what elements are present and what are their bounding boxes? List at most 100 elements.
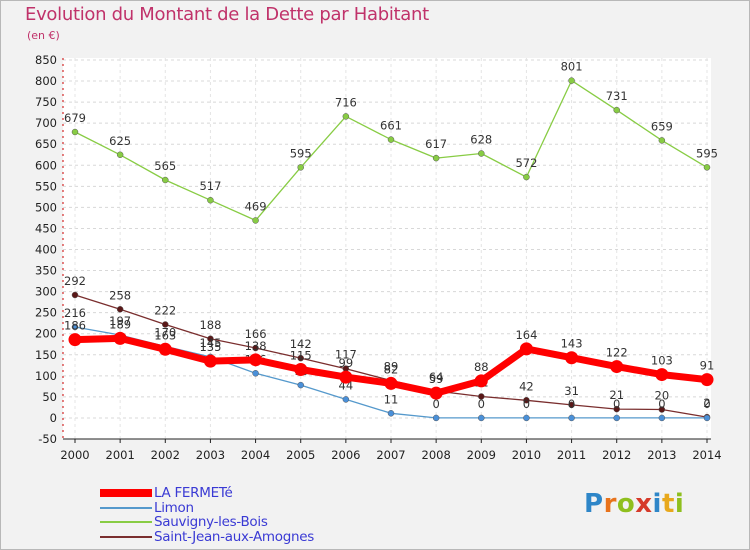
data-point: [703, 164, 711, 171]
data-point: [207, 196, 214, 204]
y-tick-label: 150: [35, 348, 57, 362]
data-point: [342, 396, 350, 403]
data-point: [68, 333, 82, 347]
data-point: [384, 376, 398, 390]
x-tick-label: 2009: [467, 448, 496, 462]
y-tick-label: 400: [35, 243, 57, 257]
data-label: 164: [515, 328, 537, 342]
legend-swatch: [100, 489, 152, 497]
data-point: [478, 414, 485, 422]
y-tick-label: 650: [35, 137, 57, 151]
data-point: [613, 414, 620, 422]
y-tick-label: 0: [50, 411, 57, 425]
y-tick-label: 550: [35, 179, 57, 193]
legend-label: Saint-Jean-aux-Amognes: [154, 528, 314, 545]
data-label: 20: [655, 389, 670, 403]
data-label: 138: [245, 339, 267, 353]
data-point: [429, 386, 443, 400]
data-label: 216: [64, 306, 86, 320]
data-point: [565, 351, 579, 365]
x-tick-label: 2004: [241, 448, 270, 462]
data-point: [297, 354, 304, 362]
data-label: 82: [384, 362, 399, 376]
logo-letter: t: [661, 489, 675, 519]
data-label: 197: [109, 314, 131, 328]
logo-letter: o: [616, 489, 636, 519]
y-tick-label: 750: [35, 95, 57, 109]
data-label: 163: [154, 328, 176, 342]
data-point: [71, 323, 79, 331]
logo-letter: x: [635, 489, 653, 519]
data-point: [432, 414, 440, 422]
logo-letter: r: [603, 489, 617, 519]
data-point: [568, 414, 575, 422]
data-label: 59: [429, 372, 444, 386]
data-label: 188: [199, 318, 221, 332]
data-label: 222: [154, 303, 176, 317]
data-point: [116, 306, 124, 313]
data-label: 42: [519, 379, 534, 393]
data-label: 21: [609, 388, 624, 402]
data-label: 292: [64, 274, 86, 288]
data-point: [568, 77, 575, 84]
data-label: 0: [568, 397, 575, 411]
y-tick-label: 800: [35, 74, 57, 88]
data-label: 135: [199, 340, 221, 354]
data-point: [339, 370, 353, 384]
data-label: 469: [245, 199, 267, 213]
data-point: [523, 414, 530, 422]
data-label: 117: [335, 348, 357, 362]
data-point: [71, 128, 79, 136]
x-tick-label: 2012: [602, 448, 631, 462]
legend-swatch: [100, 535, 152, 538]
data-point: [519, 342, 533, 356]
legend-swatch: [100, 521, 152, 523]
data-label: 625: [109, 134, 131, 148]
x-tick-label: 2000: [60, 448, 89, 462]
data-label: 11: [384, 392, 399, 406]
y-tick-label: 300: [35, 285, 57, 299]
data-point: [203, 354, 217, 368]
data-label: 189: [109, 317, 131, 331]
y-tick-label: 850: [35, 53, 57, 67]
data-point: [252, 217, 259, 224]
data-point: [158, 342, 172, 356]
logo-letter: i: [674, 489, 685, 519]
x-tick-label: 2010: [512, 448, 541, 462]
data-label: 99: [339, 356, 354, 370]
proxiti-logo: Proxiti: [584, 489, 684, 519]
data-point: [387, 410, 395, 417]
y-tick-label: 500: [35, 200, 57, 214]
data-point: [523, 397, 530, 404]
data-label: 64: [429, 370, 444, 384]
data-point: [613, 405, 620, 413]
x-tick-label: 2011: [557, 448, 586, 462]
data-label: 88: [474, 360, 489, 374]
y-tick-label: 100: [35, 369, 57, 383]
data-label: 801: [561, 60, 583, 74]
y-tick-label: 700: [35, 116, 57, 130]
legend-label: Limon: [154, 499, 194, 516]
data-label: 91: [700, 359, 715, 373]
data-label: 0: [613, 397, 620, 411]
x-tick-label: 2008: [422, 448, 451, 462]
data-label: 0: [703, 397, 710, 411]
data-point: [700, 373, 714, 387]
data-label: 143: [561, 337, 583, 351]
data-point: [342, 113, 350, 120]
y-tick-label: 450: [35, 221, 57, 235]
data-label: 617: [425, 137, 447, 151]
data-point: [523, 173, 530, 181]
data-label: 122: [606, 346, 628, 360]
unit-label: (en €): [27, 29, 60, 42]
data-label: 572: [515, 156, 537, 170]
data-label: 166: [245, 327, 267, 341]
x-tick-label: 2013: [647, 448, 676, 462]
data-label: 170: [154, 325, 176, 339]
x-tick-label: 2005: [286, 448, 315, 462]
data-label: 628: [470, 132, 492, 146]
x-tick-label: 2002: [151, 448, 180, 462]
data-label: 661: [380, 119, 402, 133]
data-point: [294, 363, 308, 377]
